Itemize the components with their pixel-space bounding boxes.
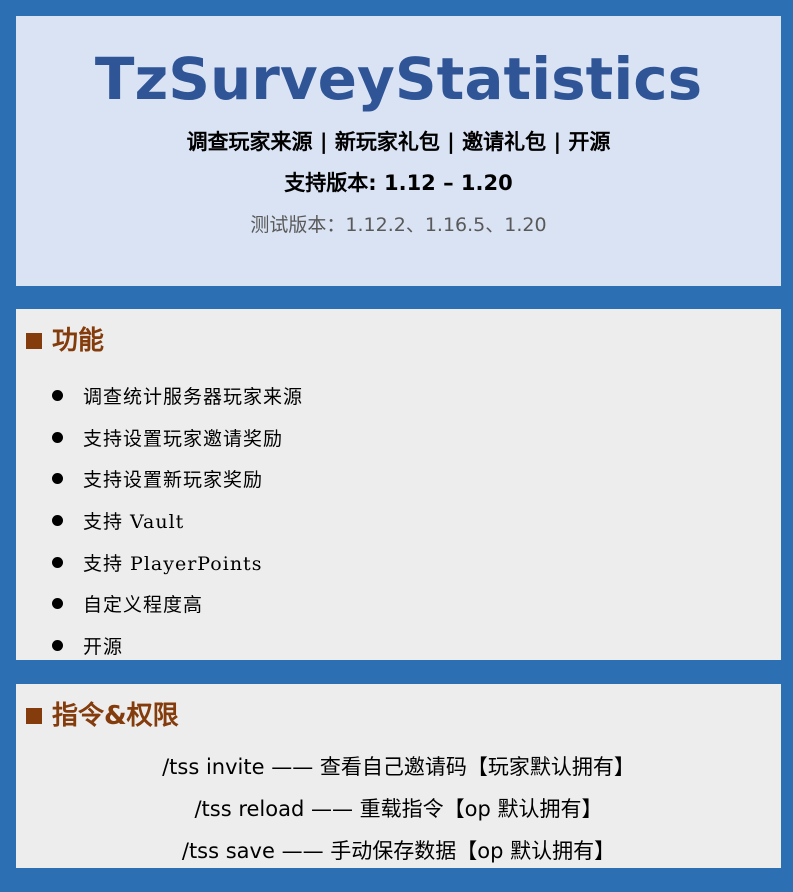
- feature-list: 调查统计服务器玩家来源 支持设置玩家邀请奖励 支持设置新玩家奖励 支持 Vaul…: [52, 375, 303, 666]
- bullet-icon: [52, 639, 63, 651]
- feature-text: 自定义程度高: [83, 594, 204, 617]
- supported-versions: 支持版本: 1.12 – 1.20: [284, 171, 513, 195]
- header-panel: TzSurveyStatistics 调查玩家来源 | 新玩家礼包 | 邀请礼包…: [16, 16, 781, 286]
- list-item: 支持设置玩家邀请奖励: [52, 417, 303, 459]
- bullet-icon: [52, 431, 63, 443]
- bullet-icon: [52, 390, 63, 402]
- list-item: 支持设置新玩家奖励: [52, 458, 303, 500]
- list-item: 自定义程度高: [52, 583, 303, 625]
- features-heading-text: 功能: [52, 326, 105, 356]
- command-list: /tss invite —— 查看自己邀请码【玩家默认拥有】 /tss relo…: [16, 746, 781, 872]
- feature-text: 支持 PlayerPoints: [83, 552, 263, 575]
- list-item: 支持 Vault: [52, 500, 303, 542]
- square-icon: [26, 708, 42, 724]
- command-invite: /tss invite —— 查看自己邀请码【玩家默认拥有】: [162, 755, 635, 779]
- square-icon: [26, 333, 42, 349]
- feature-text: 支持 Vault: [83, 511, 185, 534]
- list-item: 开源: [52, 625, 303, 667]
- features-panel: 功能 调查统计服务器玩家来源 支持设置玩家邀请奖励 支持设置新玩家奖励 支持 V…: [16, 309, 781, 660]
- list-item: 支持 PlayerPoints: [52, 541, 303, 583]
- list-item: 调查统计服务器玩家来源: [52, 375, 303, 417]
- commands-panel: 指令&权限 /tss invite —— 查看自己邀请码【玩家默认拥有】 /ts…: [16, 684, 781, 868]
- features-heading: 功能: [26, 324, 104, 358]
- feature-text: 调查统计服务器玩家来源: [83, 386, 304, 409]
- tagline: 调查玩家来源 | 新玩家礼包 | 邀请礼包 | 开源: [186, 130, 611, 154]
- command-reload: /tss reload —— 重载指令【op 默认拥有】: [194, 797, 603, 821]
- tested-versions: 测试版本：1.12.2、1.16.5、1.20: [250, 214, 547, 236]
- bullet-icon: [52, 515, 63, 527]
- feature-text: 支持设置新玩家奖励: [83, 469, 264, 492]
- bullet-icon: [52, 556, 63, 568]
- plugin-title: TzSurveyStatistics: [94, 45, 703, 113]
- commands-heading: 指令&权限: [26, 699, 179, 733]
- commands-heading-text: 指令&权限: [52, 701, 179, 731]
- feature-text: 开源: [83, 635, 124, 658]
- bullet-icon: [52, 598, 63, 610]
- bullet-icon: [52, 473, 63, 485]
- command-save: /tss save —— 手动保存数据【op 默认拥有】: [181, 839, 616, 863]
- feature-text: 支持设置玩家邀请奖励: [83, 427, 284, 450]
